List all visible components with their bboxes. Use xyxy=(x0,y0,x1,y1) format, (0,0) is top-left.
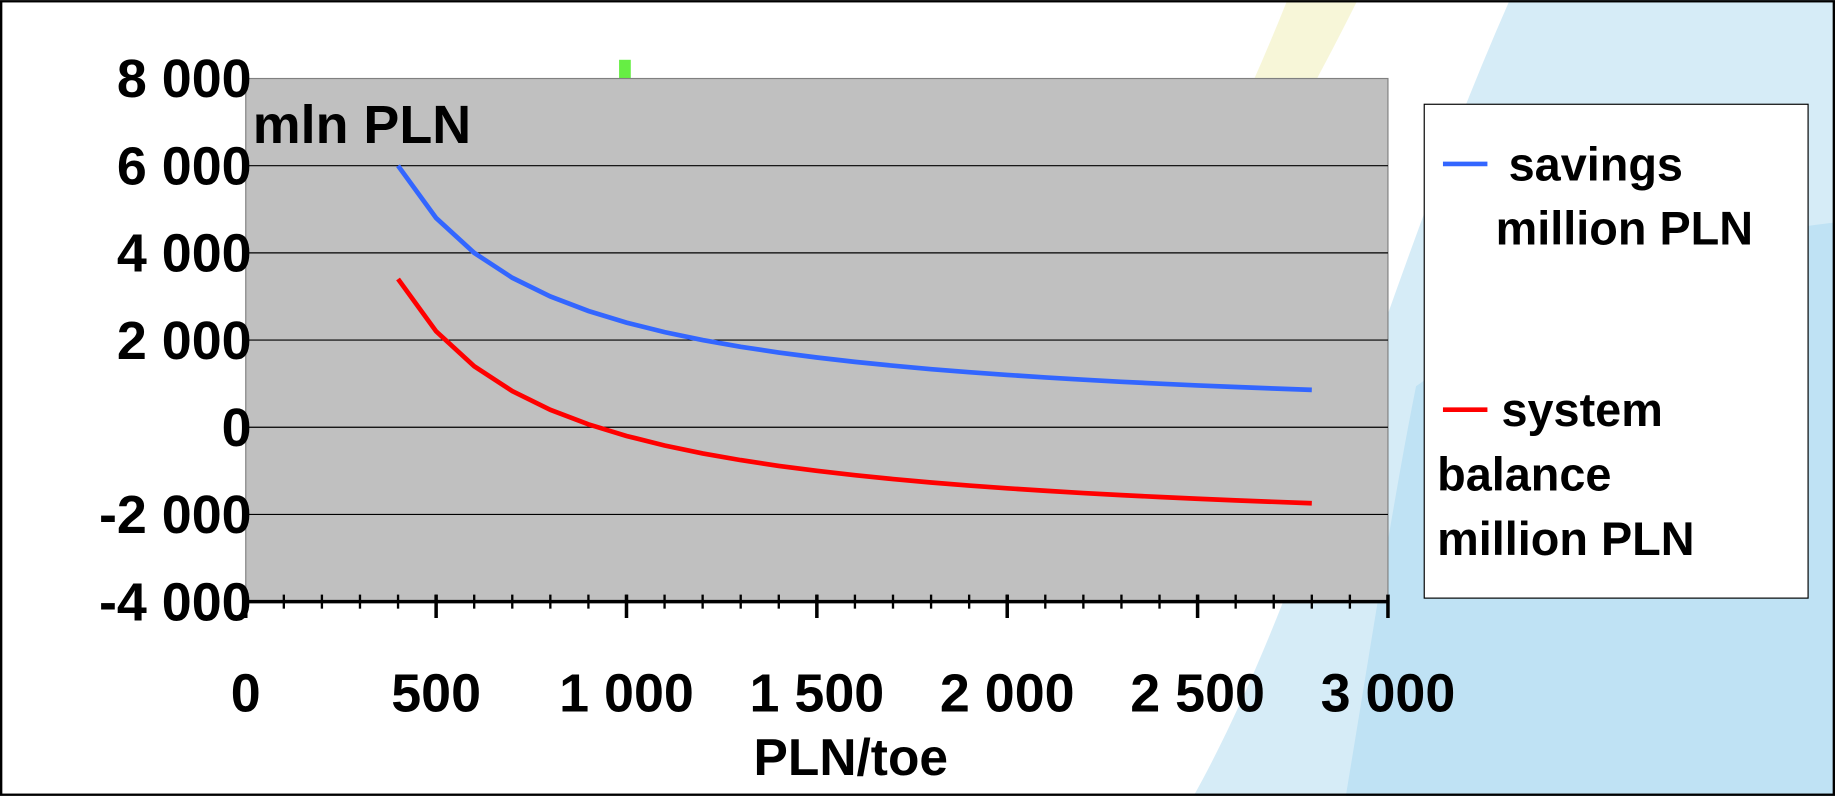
legend-item: savings million PLN xyxy=(1495,139,1754,256)
legend-label: system balance million PLN xyxy=(1437,385,1695,566)
series-line xyxy=(396,277,1312,506)
x-tick-label: 0 xyxy=(231,664,261,724)
y-tick-label: 4 000 xyxy=(117,224,252,284)
legend-item: system balance million PLN xyxy=(1437,385,1695,566)
y-tick-label: 8 000 xyxy=(117,49,252,109)
annotation: mln PLN xyxy=(253,95,471,155)
y-tick-label: -2 000 xyxy=(99,485,252,545)
legend-label: savings million PLN xyxy=(1495,139,1754,256)
legend xyxy=(1423,103,1809,599)
y-tick-label: 2 000 xyxy=(117,311,252,371)
x-tick-label: 2 500 xyxy=(1130,664,1265,724)
x-tick-label: 500 xyxy=(391,664,481,724)
y-tick-label: 6 000 xyxy=(117,136,252,196)
x-tick-label: 1 500 xyxy=(750,664,885,724)
x-tick-label: 3 000 xyxy=(1321,664,1456,724)
x-tick-label: 1 000 xyxy=(559,664,694,724)
x-axis-title: PLN/toe xyxy=(754,728,949,786)
series-line xyxy=(396,164,1312,393)
y-tick-label: 0 xyxy=(222,398,252,458)
x-tick-label: 2 000 xyxy=(940,664,1075,724)
y-tick-label: -4 000 xyxy=(99,572,252,632)
